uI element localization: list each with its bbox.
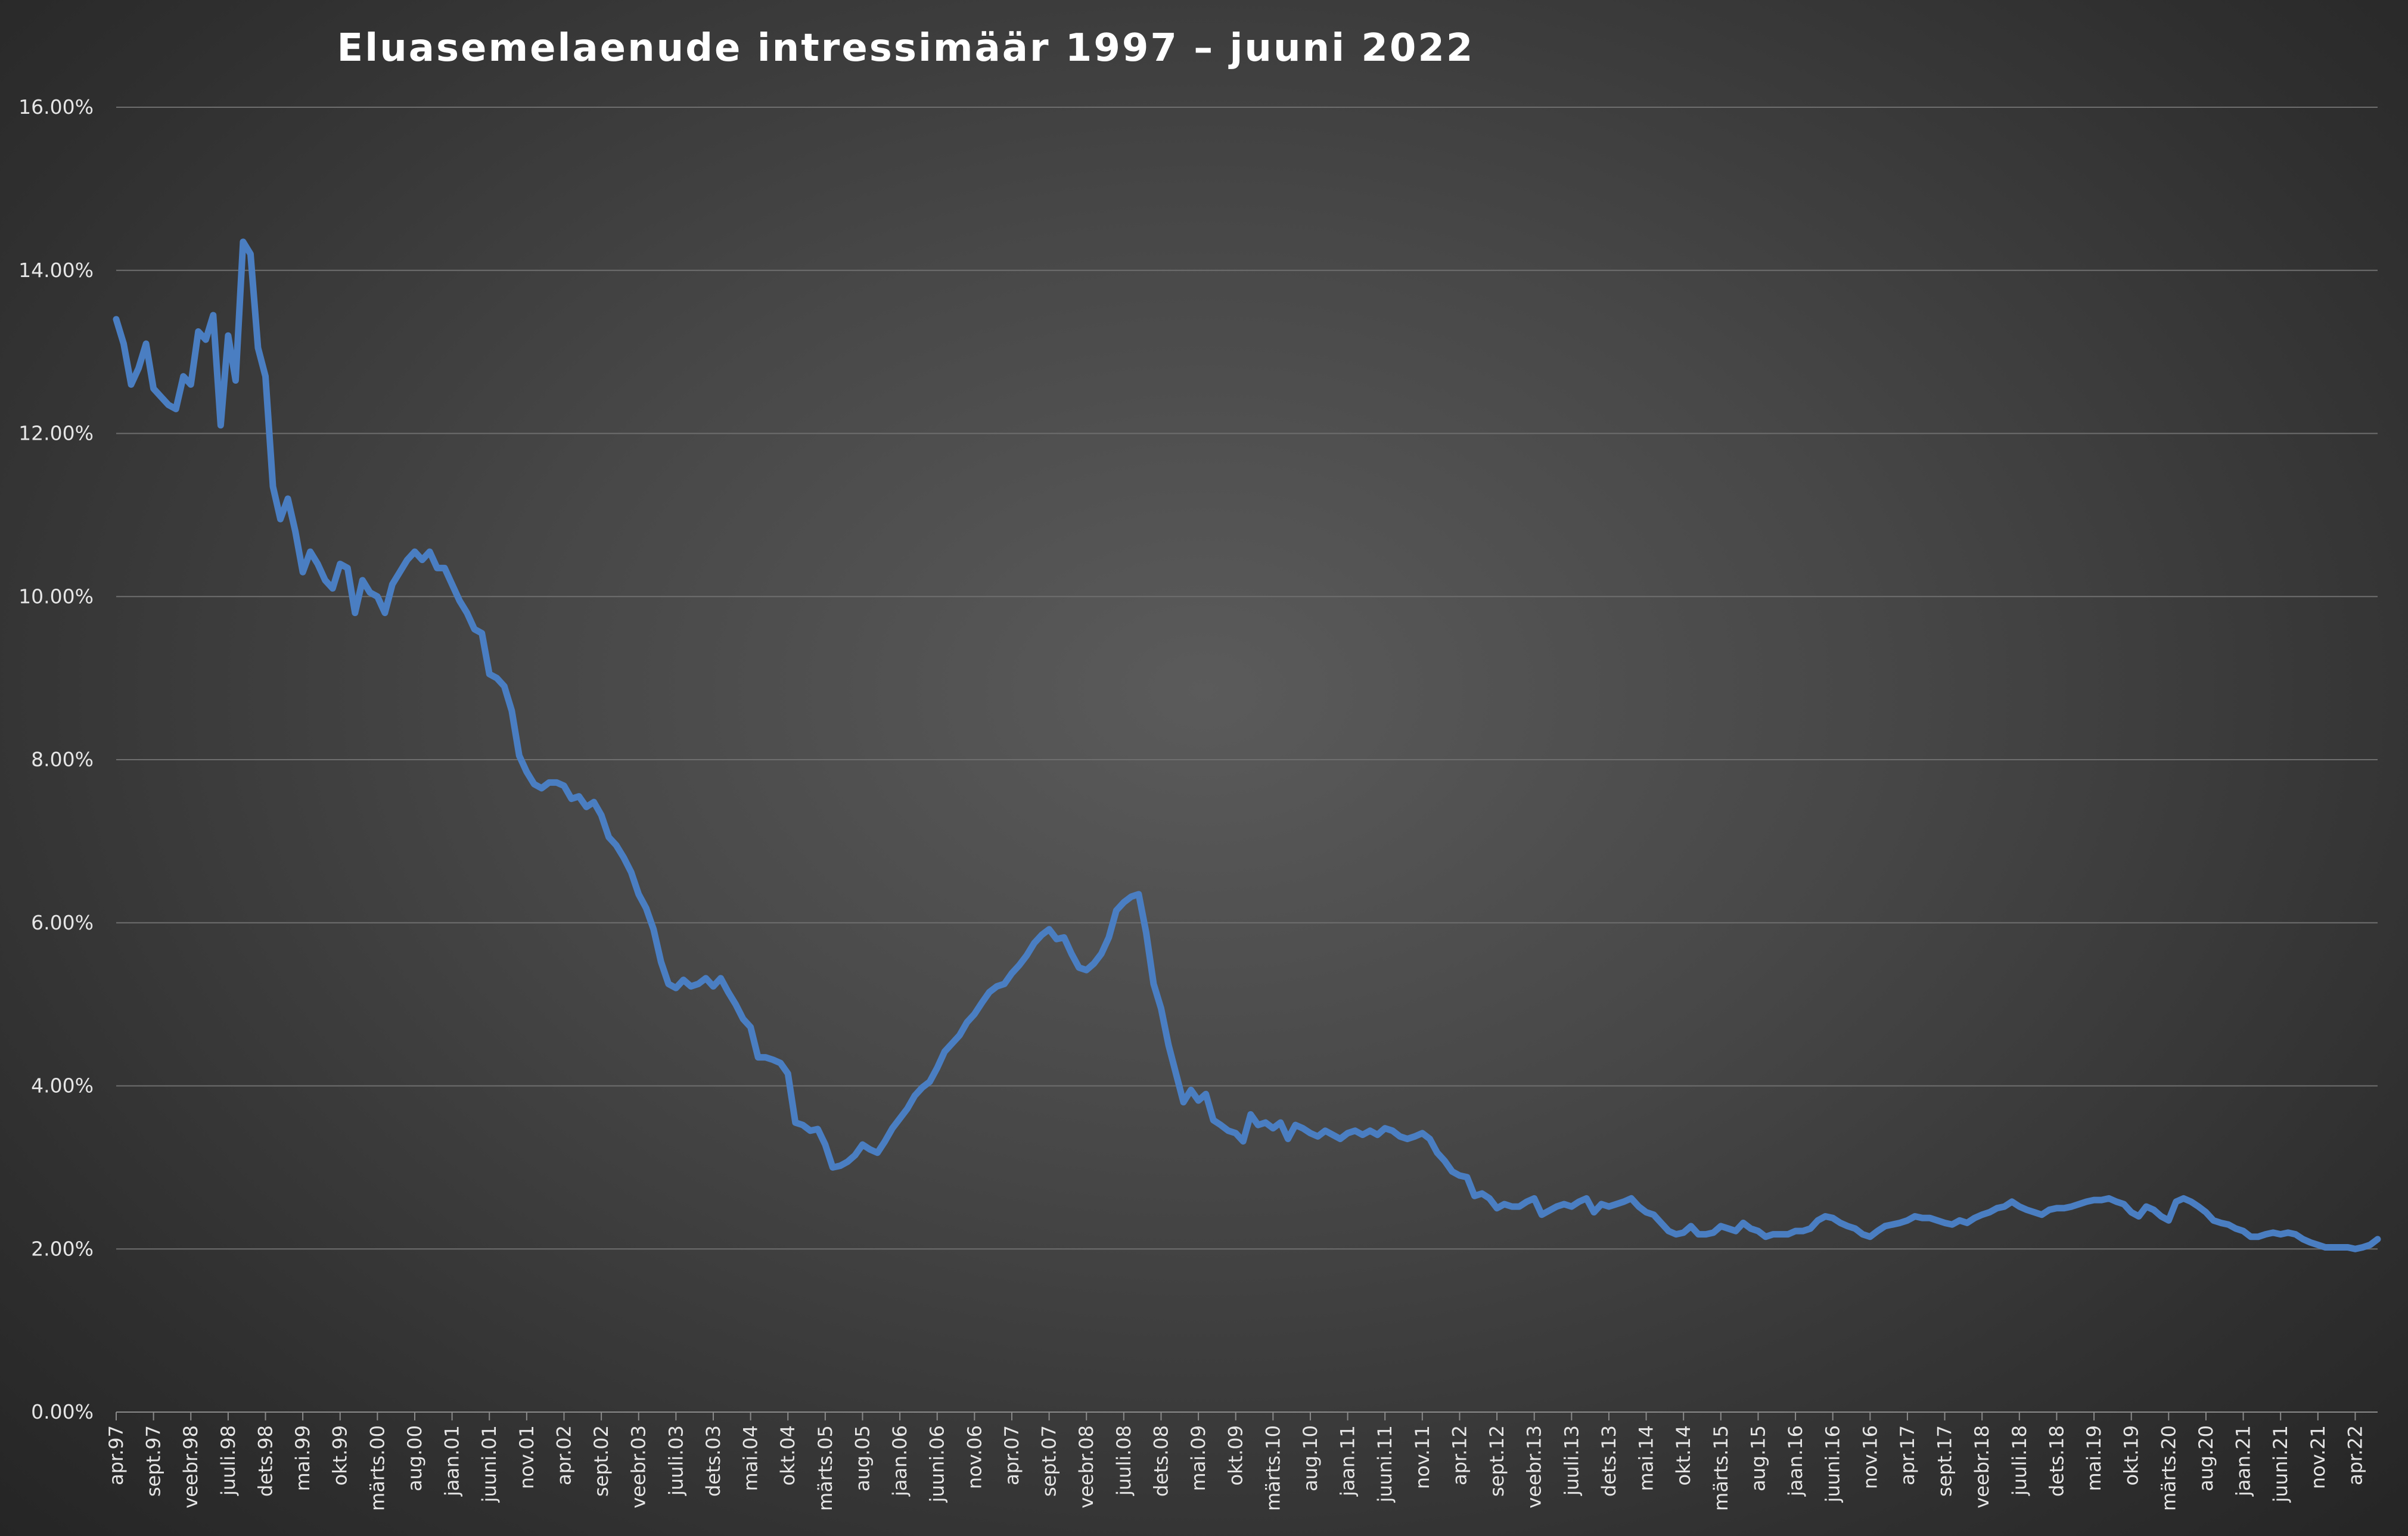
x-tick-label: veebr.08 bbox=[1075, 1425, 1098, 1509]
x-tick-label: okt.99 bbox=[329, 1425, 352, 1486]
x-tick-label: juuni.11 bbox=[1374, 1425, 1396, 1503]
y-tick-label: 2.00% bbox=[31, 1237, 94, 1260]
y-tick-label: 16.00% bbox=[18, 95, 94, 119]
x-tick-label: juuli.08 bbox=[1113, 1425, 1135, 1496]
y-tick-label: 10.00% bbox=[18, 584, 94, 608]
x-tick-label: veebr.03 bbox=[627, 1425, 650, 1509]
x-tick-label: nov.16 bbox=[1859, 1425, 1881, 1489]
x-tick-label: mai.09 bbox=[1187, 1425, 1210, 1491]
x-tick-label: juuni.06 bbox=[926, 1425, 949, 1503]
x-tick-label: juuli.13 bbox=[1560, 1425, 1583, 1496]
x-tick-label: dets.13 bbox=[1598, 1425, 1620, 1497]
x-tick-label: aug.05 bbox=[851, 1425, 874, 1491]
x-tick-label: dets.98 bbox=[254, 1425, 276, 1497]
x-tick-label: nov.06 bbox=[963, 1425, 986, 1489]
series-line bbox=[113, 238, 2381, 1252]
x-tick-label: märts.05 bbox=[814, 1425, 837, 1511]
x-tick-label: okt.19 bbox=[2120, 1425, 2143, 1486]
x-tick-label: nov.11 bbox=[1411, 1425, 1434, 1489]
x-tick-label: okt.09 bbox=[1225, 1425, 1247, 1486]
x-tick-label: apr.22 bbox=[2344, 1425, 2366, 1485]
y-tick-label: 4.00% bbox=[31, 1074, 94, 1097]
x-tick-label: aug.00 bbox=[403, 1425, 426, 1491]
x-tick-label: sept.97 bbox=[142, 1425, 165, 1497]
x-tick-label: aug.20 bbox=[2195, 1425, 2217, 1491]
x-tick-label: mai.04 bbox=[740, 1425, 762, 1491]
y-tick-label: 14.00% bbox=[18, 259, 94, 282]
y-tick-label: 6.00% bbox=[31, 911, 94, 934]
x-tick-label: apr.12 bbox=[1448, 1425, 1471, 1485]
x-tick-label: okt.14 bbox=[1672, 1425, 1695, 1486]
gridlines bbox=[116, 107, 2378, 1250]
x-tick-label: apr.97 bbox=[105, 1425, 128, 1485]
x-tick-label: apr.17 bbox=[1896, 1425, 1919, 1485]
x-tick-label: märts.00 bbox=[366, 1425, 389, 1511]
x-tick-label: juuli.03 bbox=[664, 1425, 687, 1496]
x-tick-label: apr.02 bbox=[552, 1425, 575, 1485]
x-axis bbox=[116, 1411, 2378, 1420]
x-tick-label: juuni.01 bbox=[478, 1425, 501, 1503]
x-tick-label: veebr.13 bbox=[1523, 1425, 1546, 1509]
x-tick-label: jaan.21 bbox=[2232, 1425, 2255, 1497]
x-tick-label: veebr.98 bbox=[179, 1425, 202, 1509]
x-tick-label: aug.15 bbox=[1747, 1425, 1769, 1491]
x-tick-label: jaan.16 bbox=[1784, 1425, 1807, 1497]
x-tick-label: mai.14 bbox=[1635, 1425, 1658, 1491]
x-tick-label: märts.15 bbox=[1710, 1425, 1732, 1511]
x-tick-label: mai.99 bbox=[291, 1425, 314, 1491]
x-tick-label: juuni.16 bbox=[1822, 1425, 1844, 1503]
x-tick-label: veebr.18 bbox=[1971, 1425, 1993, 1509]
x-tick-label: dets.03 bbox=[702, 1425, 725, 1497]
series-group bbox=[113, 238, 2381, 1252]
x-tick-label: sept.12 bbox=[1486, 1425, 1508, 1497]
x-tick-label: dets.18 bbox=[2045, 1425, 2068, 1497]
x-tick-label: jaan.01 bbox=[441, 1425, 464, 1497]
x-tick-label: okt.04 bbox=[776, 1425, 799, 1486]
x-tick-label: jaan.11 bbox=[1337, 1425, 1359, 1497]
x-tick-label: dets.08 bbox=[1149, 1425, 1172, 1497]
x-tick-label: märts.10 bbox=[1262, 1425, 1284, 1511]
y-axis-tick-labels: 0.00% 2.00% 4.00% 6.00% 8.00% 10.00% 12.00% 14.… bbox=[18, 95, 94, 1423]
x-tick-label: sept.17 bbox=[1934, 1425, 1956, 1497]
x-tick-label: juuni.21 bbox=[2269, 1425, 2292, 1503]
y-tick-label: 12.00% bbox=[18, 422, 94, 445]
y-tick-label: 8.00% bbox=[31, 748, 94, 771]
x-tick-label: nov.01 bbox=[515, 1425, 538, 1489]
x-tick-label: juuli.18 bbox=[2008, 1425, 2031, 1496]
x-tick-label: märts.20 bbox=[2157, 1425, 2180, 1511]
x-tick-label: jaan.06 bbox=[888, 1425, 911, 1497]
x-tick-label: sept.02 bbox=[590, 1425, 613, 1497]
x-tick-label: apr.07 bbox=[1001, 1425, 1023, 1485]
y-tick-label: 0.00% bbox=[31, 1400, 94, 1423]
x-tick-label: juuli.98 bbox=[217, 1425, 240, 1496]
x-tick-label: mai.19 bbox=[2083, 1425, 2105, 1491]
x-tick-label: nov.21 bbox=[2307, 1425, 2329, 1489]
x-tick-label: sept.07 bbox=[1038, 1425, 1061, 1497]
x-axis-tick-labels: apr.97 sept.97 veebr.98 juuli.98 dets.98 mai.… bbox=[105, 1425, 2366, 1511]
chart-title: Eluasemelaenude intressimäär 1997 – juun… bbox=[337, 26, 1475, 70]
x-tick-label: aug.10 bbox=[1299, 1425, 1322, 1491]
